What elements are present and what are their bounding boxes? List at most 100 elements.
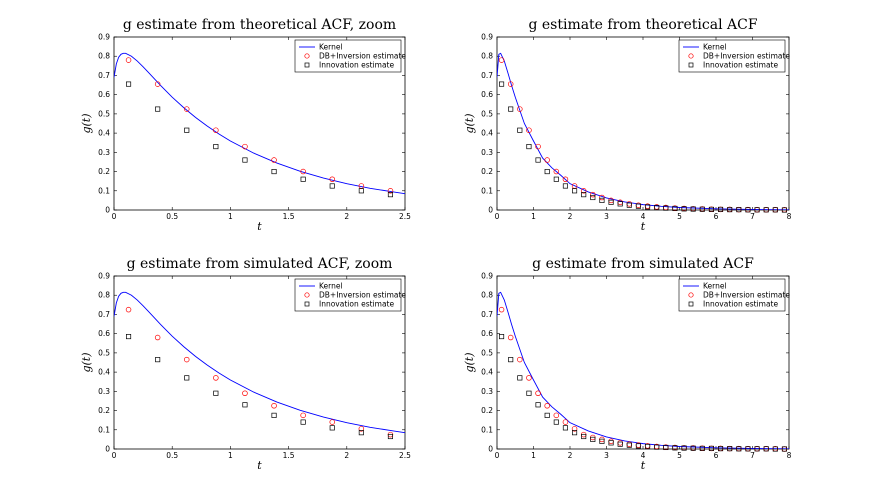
chart-4-ytick-label: 0.8 <box>481 291 493 300</box>
chart-4-innovation-point <box>535 402 541 408</box>
chart-4-ytick-label: 0.3 <box>481 387 493 396</box>
chart-1-xtick-label: 2.5 <box>399 212 411 221</box>
chart-3-ytick-label: 0 <box>105 445 110 454</box>
chart-3-db-point <box>125 306 132 313</box>
chart-4-innovation-point <box>727 446 733 452</box>
chart-4-db-point <box>535 390 541 397</box>
chart-1-ytick-label: 0.2 <box>98 167 110 176</box>
chart-1-ytick-label: 0.5 <box>98 109 110 118</box>
chart-4-innovation-point <box>654 444 660 450</box>
chart-1-legend-label: DB+Inversion estimate <box>319 52 406 61</box>
chart-1-ytick-label: 0.6 <box>98 90 110 99</box>
chart-1-db-point <box>300 168 306 175</box>
chart-3-xtick-label: 0.5 <box>166 451 178 460</box>
chart-4-innovation-point <box>672 445 678 451</box>
chart-2-ytick-label: 0.4 <box>481 129 493 138</box>
chart-2-innovation-point <box>781 207 787 213</box>
chart-2-innovation-point <box>690 206 696 212</box>
chart-2-xtick-label: 2 <box>568 212 573 221</box>
chart-4-innovation-point <box>699 445 705 451</box>
chart-3-axes-frame <box>113 275 406 450</box>
chart-3: 0 0.5 1 1.5 2 2.5 0 0.1 0.2 0.3 0.4 0.5 0.6 0.7 0.8 0.9… <box>80 256 411 472</box>
chart-2-innovation-point <box>508 106 514 112</box>
chart-4-ytick-label: 0.9 <box>481 272 493 281</box>
chart-3-db-point <box>329 419 336 425</box>
chart-4-innovation-point <box>608 440 614 446</box>
chart-2-innovation-point <box>581 192 587 198</box>
chart-1-innovation-point <box>300 176 306 182</box>
chart-4-innovation-point <box>663 444 669 451</box>
chart-1: 0 0.5 1 1.5 2 2.5 0 0.1 0.2 0.3 0.4 0.5 0.6 0.7 0.8 0.9… <box>80 17 411 233</box>
chart-2-xtick-label: 6 <box>714 212 719 221</box>
chart-3-title: g estimate from simulated ACF, zoom <box>127 256 393 272</box>
chart-1-xtick-label: 2 <box>344 212 349 221</box>
chart-3-kernel-line <box>114 291 405 434</box>
chart-2-db-point <box>544 157 550 163</box>
chart-2-innovation-point <box>681 206 687 212</box>
chart-3-xtick-label: 1 <box>228 451 233 460</box>
chart-4-xtick-label: 0 <box>495 451 500 460</box>
chart-1-innovation-point <box>184 127 190 133</box>
chart-2-innovation-point <box>699 206 705 212</box>
chart-4-db-point <box>526 375 532 381</box>
chart-4-db-point <box>544 403 550 409</box>
chart-3-xtick-label: 2 <box>344 451 349 460</box>
chart-1-db-point <box>271 157 277 163</box>
chart-2-innovation-point <box>663 205 669 211</box>
chart-4-kernel-line <box>497 291 789 449</box>
chart-3-innovation-point <box>387 433 394 440</box>
chart-3-innovation-point <box>125 334 132 340</box>
chart-2-innovation-point <box>544 169 550 175</box>
chart-1-title: g estimate from theoretical ACF, zoom <box>123 17 396 33</box>
chart-1-ytick-label: 0.1 <box>98 186 110 195</box>
chart-1-db-point <box>329 176 336 182</box>
chart-4-ytick-label: 0 <box>488 445 493 454</box>
chart-3-ytick-label: 0.6 <box>98 329 110 338</box>
chart-4-xtick-label: 3 <box>604 451 609 460</box>
chart-3-db-point <box>242 390 248 397</box>
chart-1-innovation-point <box>155 106 161 112</box>
chart-2-innovation-point <box>617 201 623 207</box>
chart-3-innovation-point <box>358 430 364 436</box>
chart-4-innovation-point <box>562 425 568 431</box>
chart-4-db-point <box>507 334 514 341</box>
chart-1-innovation-point <box>213 144 219 150</box>
chart-2-ytick-label: 0.9 <box>481 33 493 42</box>
chart-2-innovation-point <box>562 183 568 189</box>
chart-2-legend-label: Innovation estimate <box>703 61 778 70</box>
chart-2-db-point <box>590 191 596 198</box>
chart-4-ytick-label: 0.7 <box>481 310 493 319</box>
chart-4-ytick-label: 0.4 <box>481 368 493 377</box>
chart-4-xtick-label: 6 <box>714 451 719 460</box>
chart-2-xtick-label: 7 <box>750 212 755 221</box>
chart-2-innovation-point <box>672 205 678 212</box>
chart-3-legend-box <box>294 278 402 312</box>
chart-4-db-point <box>498 306 505 313</box>
chart-3-db-point <box>184 356 190 363</box>
chart-3-xtick-label: 1.5 <box>283 451 295 460</box>
chart-1-innovation-point <box>125 81 132 87</box>
chart-1-db-point <box>213 127 219 133</box>
chart-4-legend-box <box>678 278 786 312</box>
chart-2-legend-label: Kernel <box>703 43 727 52</box>
chart-1-legend-label: Kernel <box>319 43 343 52</box>
chart-2-db-point <box>580 188 587 194</box>
chart-3-ytick-label: 0.3 <box>98 387 110 396</box>
chart-4-ylabel: g(t) <box>463 352 476 372</box>
chart-1-ytick-label: 0.4 <box>98 129 110 138</box>
chart-3-db-point <box>271 403 277 409</box>
chart-3-legend-innovation-swatch <box>304 301 310 307</box>
chart-4-innovation-point <box>499 334 505 340</box>
chart-2-xtick-label: 8 <box>787 212 792 221</box>
chart-2-ytick-label: 0.1 <box>481 186 493 195</box>
chart-4-innovation-point <box>508 357 514 363</box>
chart-4-legend-label: Innovation estimate <box>703 300 778 309</box>
chart-2-ytick-label: 0.8 <box>481 52 493 61</box>
chart-4-innovation-point <box>517 375 523 381</box>
chart-1-kernel-line <box>114 52 405 195</box>
chart-2-innovation-point <box>572 188 578 194</box>
chart-4-innovation-point <box>708 445 714 451</box>
chart-4-innovation-point <box>772 446 778 452</box>
chart-2-ytick-label: 0.3 <box>481 148 493 157</box>
